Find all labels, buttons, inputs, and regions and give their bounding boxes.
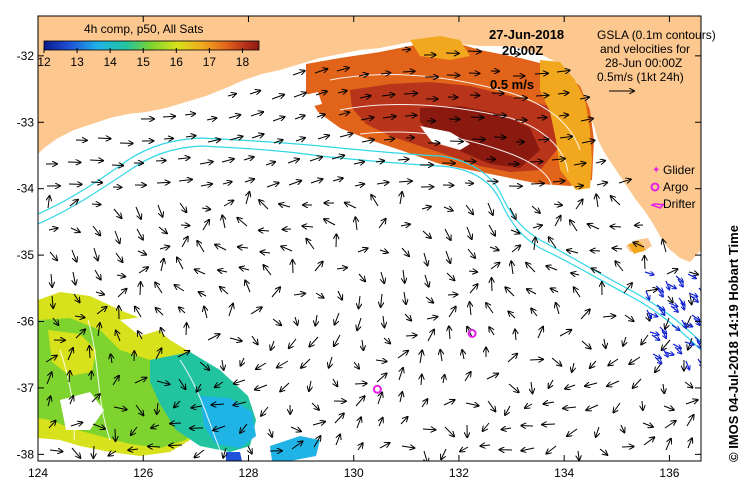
velocity-arrow <box>471 117 483 118</box>
x-tick-label: 132 <box>449 466 469 480</box>
velocity-arrow <box>591 251 600 252</box>
legend-argo-label: Argo <box>663 180 689 194</box>
velocity-arrow <box>406 138 414 139</box>
colorbar-tick-label: 12 <box>37 55 51 69</box>
velocity-arrow <box>402 49 410 50</box>
colorbar-tick-label: 17 <box>203 55 217 69</box>
velocity-arrow <box>530 359 543 360</box>
info-line-4: 0.5m/s (1kt 24h) <box>597 70 684 84</box>
velocity-arrow <box>537 118 546 119</box>
info-line-2: and velocities for <box>600 42 690 56</box>
velocity-arrow <box>622 447 634 448</box>
velocity-arrow <box>472 139 485 140</box>
velocity-arrow <box>140 282 141 295</box>
velocity-arrow <box>90 160 103 161</box>
time-label: 20:00Z <box>502 43 543 58</box>
scale-label: 0.5 m/s <box>490 77 534 92</box>
velocity-arrow <box>611 226 622 227</box>
velocity-arrow <box>156 161 166 162</box>
velocity-arrow <box>169 445 182 446</box>
velocity-arrow <box>470 95 479 96</box>
colorbar-tick-label: 14 <box>103 55 117 69</box>
colorbar-tick-label: 15 <box>137 55 151 69</box>
y-tick-label: -34 <box>17 182 35 196</box>
velocity-arrow <box>487 181 498 182</box>
velocity-arrow <box>405 115 416 116</box>
y-tick-label: -32 <box>17 49 35 63</box>
colorbar-tick-label: 18 <box>236 55 250 69</box>
x-tick-label: 134 <box>554 466 574 480</box>
velocity-arrow <box>259 230 269 231</box>
velocity-arrow <box>186 323 187 335</box>
velocity-arrow <box>89 346 90 358</box>
velocity-arrow <box>448 294 457 295</box>
velocity-arrow <box>469 73 479 74</box>
velocity-arrow <box>468 51 481 52</box>
colorbar-tick-label: 16 <box>170 55 184 69</box>
y-tick-label: -35 <box>17 248 35 262</box>
velocity-arrow <box>542 424 555 425</box>
velocity-arrow <box>535 73 548 74</box>
velocity-arrow <box>157 182 170 183</box>
x-tick-label: 136 <box>659 466 679 480</box>
x-tick-label: 130 <box>344 466 364 480</box>
velocity-arrow <box>93 446 94 458</box>
velocity-arrow <box>492 278 493 291</box>
x-tick-label: 128 <box>238 466 258 480</box>
legend-glider-label: Glider <box>663 163 695 177</box>
y-tick-label: -38 <box>17 447 35 461</box>
colorbar-tick-label: 13 <box>70 55 84 69</box>
velocity-arrow <box>91 371 92 380</box>
y-tick-label: -37 <box>17 381 35 395</box>
velocity-arrow <box>91 182 102 183</box>
velocity-arrow <box>148 446 160 447</box>
velocity-arrow <box>531 184 544 185</box>
x-tick-label: 124 <box>28 466 48 480</box>
colorbar-gradient <box>44 41 259 50</box>
velocity-arrow <box>293 260 294 273</box>
velocity-arrow <box>170 423 181 424</box>
glider-icon: ✦ <box>652 165 660 176</box>
velocity-arrow <box>115 429 116 441</box>
velocity-arrow <box>464 161 475 162</box>
velocity-arrow <box>644 256 645 269</box>
velocity-arrow <box>92 204 101 205</box>
legend-drifter-label: Drifter <box>663 197 696 211</box>
x-tick-label: 126 <box>133 466 153 480</box>
velocity-arrow <box>530 162 542 163</box>
y-tick-label: -36 <box>17 315 35 329</box>
velocity-arrow <box>536 95 548 96</box>
date-label: 27-Jun-2018 <box>489 27 564 42</box>
velocity-arrow <box>493 115 506 116</box>
velocity-arrow <box>450 141 463 142</box>
credit-label: © IMOS 04-Jul-2018 14:19 Hobart Time <box>726 225 741 462</box>
velocity-arrow <box>355 383 367 384</box>
velocity-arrow <box>98 138 111 139</box>
colorbar-caption: 4h comp, p50, All Sats <box>84 22 203 36</box>
velocity-arrow <box>181 225 189 226</box>
y-tick-label: -33 <box>17 115 35 129</box>
info-line-3: 28-Jun 00:00Z <box>605 56 682 70</box>
velocity-arrow <box>538 139 549 140</box>
velocity-arrow <box>112 165 123 166</box>
velocity-arrow <box>164 138 173 139</box>
info-line-1: GSLA (0.1m contours) <box>597 28 716 42</box>
